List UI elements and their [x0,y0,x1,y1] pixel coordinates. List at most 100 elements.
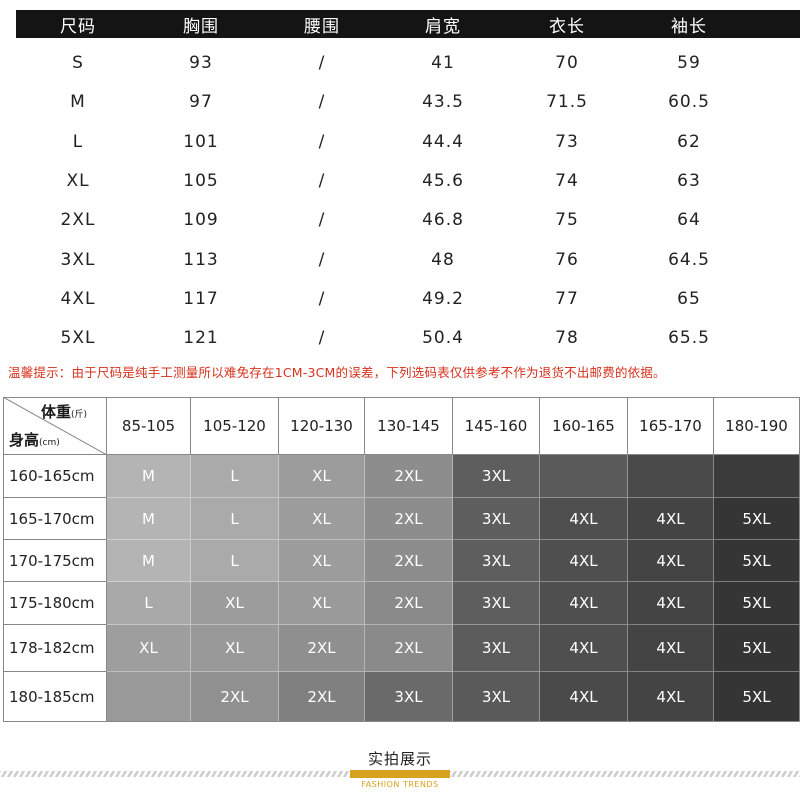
size-cell: 63 [677,170,701,191]
size-recommendation-cell [628,455,714,498]
size-recommendation-cell: 2XL [365,540,453,582]
weight-column-header: 160-165 [540,397,628,455]
size-cell: 93 [189,53,213,73]
size-cell: 48 [431,249,455,270]
size-cell: / [318,131,326,152]
size-cell: 78 [555,328,579,349]
size-recommendation-cell: 2XL [279,625,365,672]
size-cell: 65 [677,288,701,309]
size-recommendation-cell [540,455,628,498]
size-row: 2XL 109 / 46.8 75 64 [16,203,800,241]
size-cell: 64.5 [668,249,710,270]
size-recommendation-cell: XL [107,625,191,672]
size-recommendation-cell: 2XL [365,455,453,498]
height-row-header: 178-182cm [3,625,107,672]
size-cell: 2XL [60,210,96,231]
size-recommendation-cell: 4XL [628,540,714,582]
size-cell: / [318,328,326,349]
size-recommendation-cell: XL [279,540,365,582]
size-header-cell: 袖长 [671,16,707,37]
size-recommendation-cell: 4XL [540,498,628,540]
height-weight-grid: 体重(斤) 身高(cm) 85-105 105-120 120-130 130-145… [3,397,800,722]
size-recommendation-cell: L [191,540,279,582]
size-cell: 5XL [60,328,96,349]
corner-diagonal [3,397,106,454]
size-cell: 101 [183,131,219,152]
size-cell: 49.2 [422,288,464,309]
size-recommendation-cell: XL [191,625,279,672]
section-title: 实拍展示 [367,750,432,768]
size-cell: 59 [677,53,701,73]
size-recommendation-cell: 2XL [279,672,365,722]
size-cell: / [318,53,326,73]
size-cell: 74 [555,170,579,191]
weight-axis-label: 体重(斤) [41,403,88,421]
size-row: 5XL 121 / 50.4 78 65.5 [16,321,800,359]
size-recommendation-cell: L [191,455,279,498]
size-recommendation-cell: 3XL [453,672,540,722]
size-cell: S [72,53,84,73]
size-header-cell: 尺码 [60,16,96,37]
weight-column-header: 130-145 [365,397,453,455]
size-cell: 105 [183,170,219,191]
size-recommendation-cell: 4XL [540,625,628,672]
height-row-header: 170-175cm [3,540,107,582]
size-cell: 109 [183,210,219,231]
size-recommendation-cell: 4XL [540,672,628,722]
weight-column-header: 120-130 [279,397,365,455]
size-row: 3XL 113 / 48 76 64.5 [16,243,800,281]
height-row-header: 175-180cm [3,582,107,625]
photo-section-header: 实拍展示 FASHION TRENDS [0,740,800,804]
size-cell: / [318,249,326,270]
size-row: L 101 / 44.4 73 62 [16,125,800,163]
size-recommendation-cell: 2XL [191,672,279,722]
size-cell: M [70,92,86,113]
height-row-header: 180-185cm [3,672,107,722]
size-cell: / [318,170,326,191]
size-recommendation-cell: 5XL [714,672,800,722]
size-cell: 71.5 [546,92,588,113]
size-recommendation-cell [714,455,800,498]
size-recommendation-cell: 3XL [453,582,540,625]
size-recommendation-cell: 2XL [365,582,453,625]
size-recommendation-cell: XL [279,582,365,625]
size-row: S 93 / 41 70 59 [16,46,800,84]
decorative-stripe [0,770,800,778]
size-cell: / [318,92,326,113]
size-recommendation-cell: 5XL [714,582,800,625]
size-cell: 62 [677,131,701,152]
size-recommendation-cell [107,672,191,722]
weight-column-header: 180-190 [714,397,800,455]
size-recommendation-cell: 4XL [628,498,714,540]
size-cell: 65.5 [668,328,710,349]
size-recommendation-cell: 4XL [628,582,714,625]
size-cell: 64 [677,210,701,231]
size-cell: 45.6 [422,170,464,191]
size-header-cell: 胸围 [183,16,219,37]
size-recommendation-cell: 2XL [365,498,453,540]
size-cell: 75 [555,210,579,231]
size-recommendation-cell: M [107,455,191,498]
size-recommendation-cell: L [107,582,191,625]
weight-column-header: 105-120 [191,397,279,455]
size-cell: 4XL [60,288,96,309]
size-cell: 46.8 [422,210,464,231]
size-recommendation-cell: 5XL [714,498,800,540]
size-recommendation-cell: 4XL [540,540,628,582]
size-cell: 44.4 [422,131,464,152]
size-recommendation-cell: 3XL [453,498,540,540]
section-subtitle: FASHION TRENDS [361,780,439,789]
size-recommendation-cell: L [191,498,279,540]
size-recommendation-cell: 3XL [453,625,540,672]
size-cell: L [72,131,84,152]
size-recommendation-cell: 2XL [365,625,453,672]
size-cell: / [318,288,326,309]
size-recommendation-cell: 4XL [540,582,628,625]
size-row: M 97 / 43.5 71.5 60.5 [16,85,800,123]
size-row: 4XL 117 / 49.2 77 65 [16,282,800,320]
weight-column-header: 165-170 [628,397,714,455]
size-recommendation-cell: 5XL [714,540,800,582]
size-cell: 97 [189,92,213,113]
size-recommendation-cell: 3XL [365,672,453,722]
size-header-cell: 衣长 [549,16,585,37]
